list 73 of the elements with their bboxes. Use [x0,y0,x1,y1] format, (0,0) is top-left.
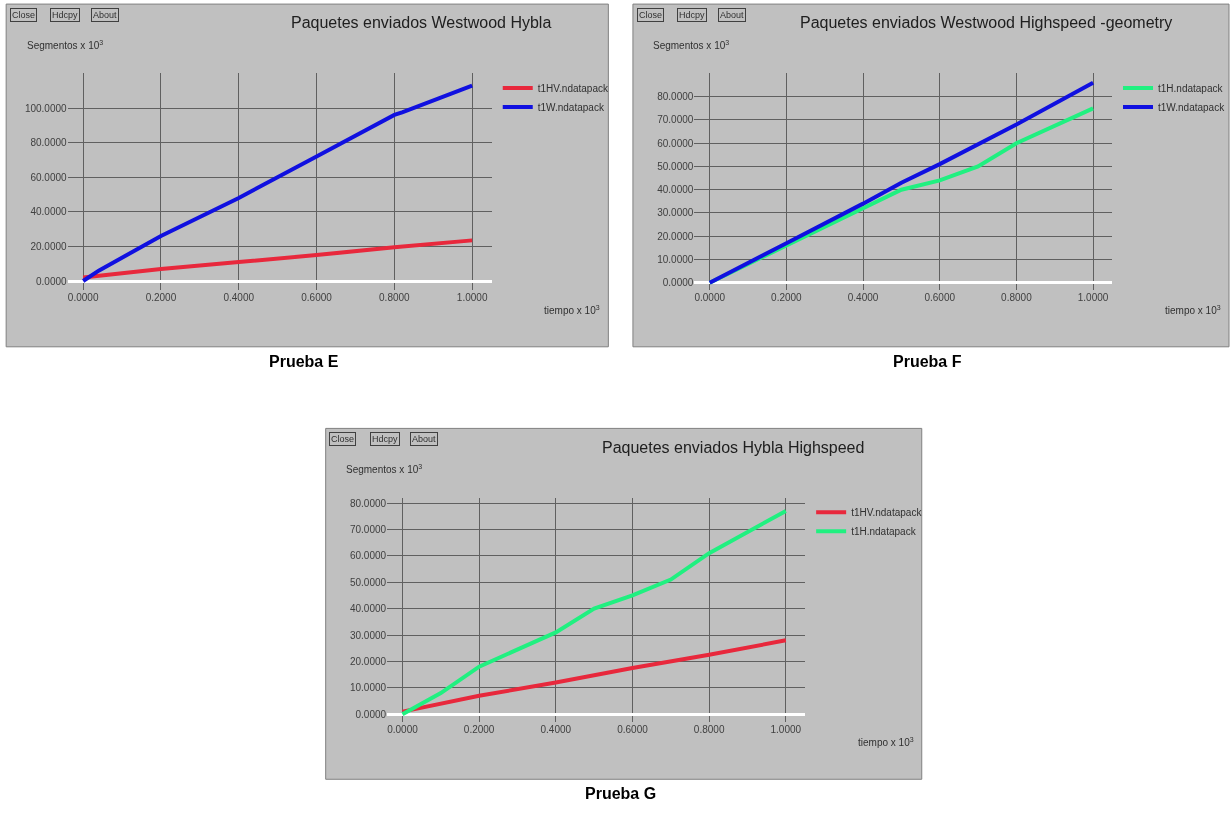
y-tick-label: 40.0000 [30,206,68,218]
text: Prueba G [585,785,657,802]
y-tick-label: 0.0000 [36,275,68,287]
legend-label: t1H.ndatapack [851,526,917,538]
x-tick-label: 0.0000 [694,291,726,303]
line-series [81,83,475,284]
x-tick-label: 0.2000 [145,291,177,303]
line-series [400,508,788,717]
text: Close [12,10,36,20]
y-tick-label: 60.0000 [30,171,68,183]
y-tick-label: 20.0000 [349,655,387,667]
legend-label: t1W.ndatapack [1158,101,1226,113]
x-tick-label: 0.4000 [540,724,572,736]
y-tick-label: 10.0000 [657,253,694,265]
y-tick-label: 80.0000 [349,497,387,509]
text: Hdcpy [679,10,706,20]
text: About [93,10,118,20]
x-tick-label: 0.8000 [1001,291,1033,303]
y-tick-label: 40.0000 [657,184,694,196]
x-tick-label: 0.6000 [301,291,333,303]
x-tick-label: 0.8000 [379,291,411,303]
x-tick-label: 0.8000 [693,724,725,736]
text: About [412,434,437,444]
text: About [720,10,745,20]
text: Hdcpy [52,10,79,20]
legend-label: t1W.ndatapack [537,101,605,113]
y-tick-label: 70.0000 [349,523,387,535]
text: Prueba F [893,353,962,370]
legend-label: t1HV.ndatapack [537,82,609,94]
x-tick-label: 0.4000 [847,291,879,303]
y-tick-label: 100.0000 [24,102,68,114]
x-tick-label: 0.4000 [223,291,255,303]
chart-title: Paquetes enviados Hybla Highspeed [602,439,865,456]
text: Prueba E [269,353,339,370]
x-axis-title: tiempo x 10$^{3}$ [1165,304,1221,317]
y-tick-label: 10.0000 [349,682,387,694]
y-tick-label: 40.0000 [349,603,387,615]
y-tick-label: 80.0000 [30,137,68,149]
y-tick-label: 0.0000 [355,708,387,720]
y-axis-title: Segmentos x 10$^{3}$ [346,463,423,476]
x-axis-title: tiempo x 10$^{3}$ [858,736,914,749]
line-series [81,238,475,280]
x-tick-label: 0.6000 [924,291,956,303]
line-series [400,638,788,714]
text: Close [331,434,355,444]
y-tick-label: 20.0000 [30,240,68,252]
y-tick-label: 30.0000 [349,629,387,641]
chart-title: Paquetes enviados Westwood Hybla [291,14,552,31]
x-tick-label: 1.0000 [1077,291,1109,303]
y-axis-title: Segmentos x 10$^{3}$ [27,39,104,52]
y-tick-label: 20.0000 [657,230,694,242]
y-tick-label: 0.0000 [662,277,694,289]
x-tick-label: 0.6000 [617,724,649,736]
y-tick-label: 60.0000 [657,137,694,149]
x-tick-label: 1.0000 [456,291,488,303]
y-tick-label: 70.0000 [657,114,694,126]
chart-title: Paquetes enviados Westwood Highspeed -geometry [800,14,1173,31]
y-tick-label: 60.0000 [349,550,387,562]
x-tick-label: 0.0000 [67,291,99,303]
x-axis-title: tiempo x 10$^{3}$ [544,304,600,317]
y-tick-label: 30.0000 [657,207,694,219]
text: Close [639,10,663,20]
legend-label: t1H.ndatapack [1158,82,1224,94]
y-tick-label: 50.0000 [657,160,694,172]
y-tick-label: 50.0000 [349,576,387,588]
x-tick-label: 0.0000 [387,724,419,736]
y-tick-label: 80.0000 [657,91,694,103]
y-axis-title: Segmentos x 10$^{3}$ [653,39,730,52]
x-tick-label: 0.2000 [771,291,803,303]
legend-label: t1HV.ndatapack [851,507,923,519]
text: Hdcpy [372,434,399,444]
x-tick-label: 1.0000 [770,724,802,736]
x-tick-label: 0.2000 [463,724,495,736]
